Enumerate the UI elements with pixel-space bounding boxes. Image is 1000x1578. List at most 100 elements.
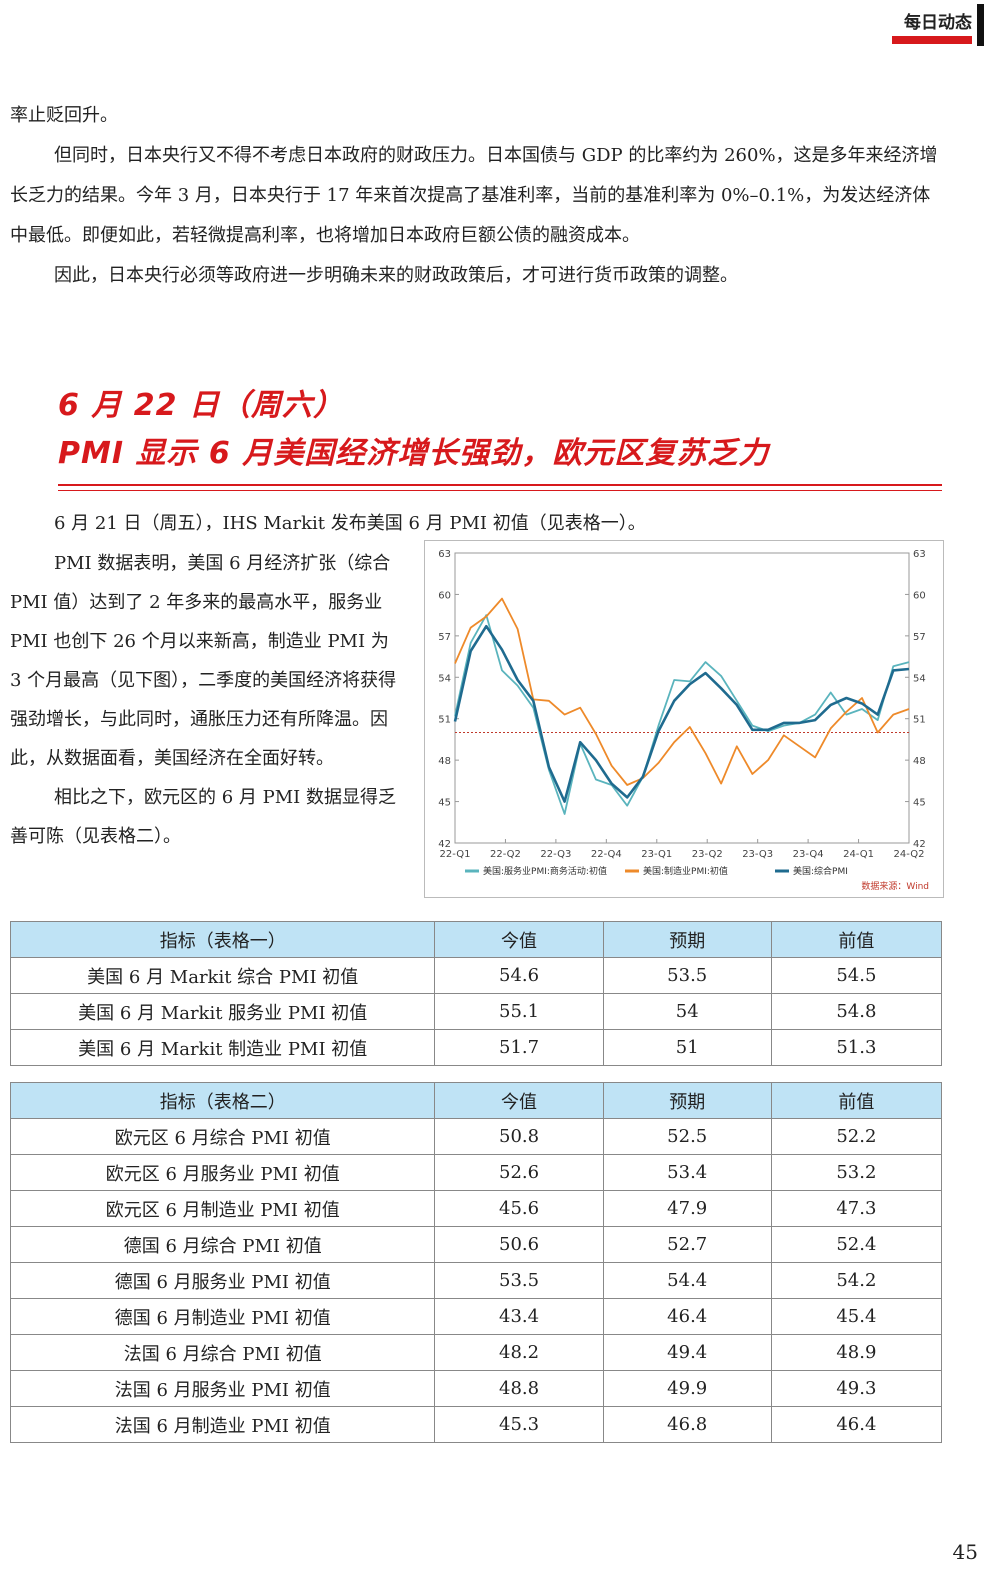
section-headline: PMI 显示 6 月美国经济增长强劲，欧元区复苏乏力 (58, 436, 770, 471)
value-cell: 55.1 (434, 993, 604, 1030)
intro-text: 率止贬回升。 但同时，日本央行又不得不考虑日本政府的财政压力。日本国债与 GDP… (10, 96, 945, 296)
indicator-cell: 欧元区 6 月制造业 PMI 初值 (9, 1190, 436, 1227)
value-cell: 46.8 (602, 1406, 772, 1443)
page-number: 45 (952, 1540, 978, 1564)
y-tick-label-right: 48 (913, 756, 926, 767)
value-cell: 51.7 (434, 1029, 604, 1066)
table-us-pmi: 指标（表格一） 今值 预期 前值 美国 6 月 Markit 综合 PMI 初值… (9, 921, 943, 1066)
value-cell: 49.4 (602, 1334, 772, 1371)
value-cell: 52.2 (770, 1118, 943, 1155)
indicator-cell: 法国 6 月服务业 PMI 初值 (9, 1370, 436, 1407)
value-cell: 49.9 (602, 1370, 772, 1407)
table-row: 欧元区 6 月综合 PMI 初值 50.8 52.5 52.2 (9, 1118, 943, 1155)
x-tick-label: 22-Q1 (440, 849, 471, 860)
value-cell: 51 (602, 1029, 772, 1066)
body-paragraph: PMI 数据表明，美国 6 月经济扩张（综合 PMI 值）达到了 2 年多来的最… (10, 553, 397, 769)
header-black-bar (977, 4, 984, 46)
indicator-cell: 德国 6 月制造业 PMI 初值 (9, 1298, 436, 1335)
table-header-row: 指标（表格一） 今值 预期 前值 (9, 921, 943, 958)
body-left-column: PMI 数据表明，美国 6 月经济扩张（综合 PMI 值）达到了 2 年多来的最… (10, 544, 405, 856)
intro-paragraph: 率止贬回升。 (10, 105, 118, 126)
value-cell: 45.3 (434, 1406, 604, 1443)
value-cell: 51.3 (770, 1029, 943, 1066)
value-cell: 53.2 (770, 1154, 943, 1191)
table-row: 法国 6 月服务业 PMI 初值 48.8 49.9 49.3 (9, 1370, 943, 1407)
x-tick-label: 22-Q4 (591, 849, 622, 860)
legend-label: 美国:制造业PMI:初值 (643, 865, 728, 877)
value-cell: 54.6 (434, 957, 604, 994)
value-cell: 50.8 (434, 1118, 604, 1155)
table-header-row: 指标（表格二） 今值 预期 前值 (9, 1082, 943, 1119)
value-cell: 50.6 (434, 1226, 604, 1263)
value-cell: 46.4 (770, 1406, 943, 1443)
value-cell: 53.5 (602, 957, 772, 994)
indicator-cell: 欧元区 6 月服务业 PMI 初值 (9, 1154, 436, 1191)
header-cell: 今值 (434, 1082, 604, 1119)
indicator-cell: 美国 6 月 Markit 综合 PMI 初值 (9, 957, 436, 994)
value-cell: 52.6 (434, 1154, 604, 1191)
y-tick-label-right: 60 (913, 590, 926, 601)
x-tick-label: 23-Q1 (641, 849, 672, 860)
pmi-chart-svg: 42 42 45 45 48 48 51 51 54 54 57 57 60 60 63 63 22-Q1 22-… (438, 549, 929, 892)
y-tick-label: 45 (438, 798, 451, 809)
value-cell: 53.4 (602, 1154, 772, 1191)
table-row: 德国 6 月综合 PMI 初值 50.6 52.7 52.4 (9, 1226, 943, 1263)
y-tick-label: 54 (438, 673, 451, 684)
y-tick-label-right: 57 (913, 632, 926, 643)
value-cell: 45.6 (434, 1190, 604, 1227)
value-cell: 54.2 (770, 1262, 943, 1299)
table-row: 美国 6 月 Markit 服务业 PMI 初值 55.1 54 54.8 (9, 993, 943, 1030)
indicator-cell: 美国 6 月 Markit 服务业 PMI 初值 (9, 993, 436, 1030)
value-cell: 43.4 (434, 1298, 604, 1335)
value-cell: 54.5 (770, 957, 943, 994)
indicator-cell: 美国 6 月 Markit 制造业 PMI 初值 (9, 1029, 436, 1066)
value-cell: 54 (602, 993, 772, 1030)
table-row: 德国 6 月制造业 PMI 初值 43.4 46.4 45.4 (9, 1298, 943, 1335)
value-cell: 49.3 (770, 1370, 943, 1407)
value-cell: 54.8 (770, 993, 943, 1030)
x-tick-label: 23-Q3 (742, 849, 773, 860)
body-paragraph: 相比之下，欧元区的 6 月 PMI 数据显得乏善可陈（见表格二）。 (10, 787, 396, 847)
y-tick-label: 51 (438, 715, 451, 726)
x-tick-label: 23-Q2 (692, 849, 723, 860)
header-cell: 前值 (770, 921, 943, 958)
table-row: 欧元区 6 月制造业 PMI 初值 45.6 47.9 47.3 (9, 1190, 943, 1227)
header-cell: 前值 (770, 1082, 943, 1119)
section-divider (58, 484, 942, 486)
legend-label: 美国:服务业PMI:商务活动:初值 (483, 865, 607, 877)
header-cell: 预期 (602, 921, 772, 958)
header-cell: 指标（表格二） (9, 1082, 436, 1119)
legend-label: 美国:综合PMI (793, 865, 848, 877)
value-cell: 52.5 (602, 1118, 772, 1155)
section-divider-thin (58, 490, 942, 491)
value-cell: 45.4 (770, 1298, 943, 1335)
y-tick-label: 57 (438, 632, 451, 643)
section-tag: 每日动态 (904, 13, 972, 33)
value-cell: 46.4 (602, 1298, 772, 1335)
y-tick-label: 42 (438, 839, 451, 850)
value-cell: 54.4 (602, 1262, 772, 1299)
indicator-cell: 德国 6 月服务业 PMI 初值 (9, 1262, 436, 1299)
x-tick-label: 22-Q3 (540, 849, 571, 860)
series-line-0 (454, 614, 910, 815)
header-cell: 预期 (602, 1082, 772, 1119)
y-tick-label-right: 63 (913, 549, 926, 560)
plot-frame (454, 552, 910, 844)
value-cell: 53.5 (434, 1262, 604, 1299)
indicator-cell: 欧元区 6 月综合 PMI 初值 (9, 1118, 436, 1155)
header-red-bar (892, 36, 972, 44)
intro-paragraph: 因此，日本央行必须等政府进一步明确未来的财政政策后，才可进行货币政策的调整。 (54, 265, 738, 286)
value-cell: 48.9 (770, 1334, 943, 1371)
y-tick-label-right: 45 (913, 798, 926, 809)
y-tick-label: 60 (438, 590, 451, 601)
y-tick-label: 48 (438, 756, 451, 767)
indicator-cell: 法国 6 月制造业 PMI 初值 (9, 1406, 436, 1443)
pmi-chart: 42 42 45 45 48 48 51 51 54 54 57 57 60 60 63 63 22-Q1 22-… (424, 540, 944, 898)
value-cell: 48.8 (434, 1370, 604, 1407)
intro-paragraph: 但同时，日本央行又不得不考虑日本政府的财政压力。日本国债与 GDP 的比率约为 … (10, 145, 938, 246)
series-line-1 (454, 597, 910, 786)
value-cell: 52.7 (602, 1226, 772, 1263)
indicator-cell: 法国 6 月综合 PMI 初值 (9, 1334, 436, 1371)
y-tick-label: 63 (438, 549, 451, 560)
y-tick-label-right: 51 (913, 715, 926, 726)
